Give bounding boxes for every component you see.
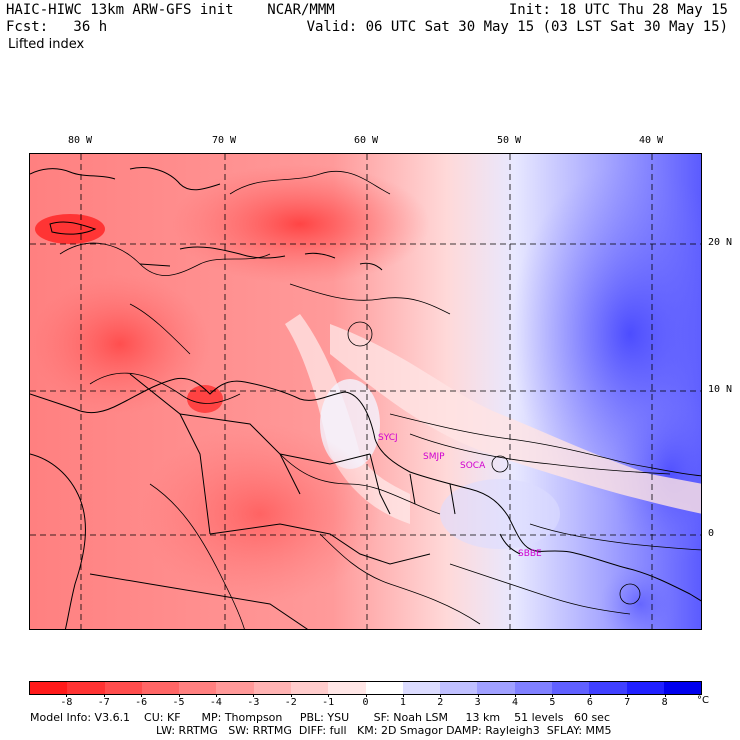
color-scale-tick	[253, 694, 255, 697]
color-scale-tick	[215, 694, 217, 697]
color-scale-cell	[67, 682, 105, 694]
color-scale-tick-label: 8	[661, 697, 668, 708]
color-scale-tick-label: -3	[247, 697, 260, 708]
map-canvas	[30, 154, 701, 629]
color-scale-cell	[626, 682, 664, 694]
unstable-region-west	[30, 274, 210, 414]
color-scale-tick	[589, 694, 591, 697]
color-scale-tick	[178, 694, 180, 697]
color-scale-tick-label: 4	[512, 697, 519, 708]
color-scale-tick-label: 5	[549, 697, 556, 708]
color-scale-cell	[514, 682, 552, 694]
lifted-index-map: SYCJ SMJP SOCA SBBE	[29, 153, 702, 630]
color-scale-unit: °C	[697, 695, 709, 706]
valid-time: Valid: 06 UTC Sat 30 May 15 (03 LST Sat …	[306, 19, 728, 35]
color-scale-tick-label: 0	[362, 697, 369, 708]
color-scale-cell	[290, 682, 329, 694]
color-scale-tick	[290, 694, 292, 697]
blue-patch-guiana	[440, 479, 560, 549]
latitude-label-equator: 0	[708, 528, 715, 539]
color-scale-labels: -8 -7 -6 -5 -4 -3 -2 -1 0 1 2 3 4 5 6 7 8	[29, 694, 702, 709]
color-scale-tick-label: -2	[284, 697, 297, 708]
color-scale-tick	[66, 694, 68, 697]
model-info-line2: LW: RRTMG SW: RRTMG DIFF: full KM: 2D Sm…	[156, 724, 612, 737]
station-label-soca: SOCA	[460, 461, 486, 471]
station-label-sbbe: SBBE	[518, 549, 542, 559]
color-scale-tick	[477, 694, 479, 697]
forecast-hour: Fcst: 36 h	[6, 19, 108, 35]
station-label-smjp: SMJP	[423, 452, 445, 462]
color-scale-cell	[104, 682, 142, 694]
color-scale-cell	[551, 682, 590, 694]
color-scale-cell	[141, 682, 180, 694]
lat-lon-grid	[30, 154, 701, 629]
longitude-label-50w: 50 W	[496, 135, 522, 146]
color-scale-tick-label: -1	[322, 697, 335, 708]
latitude-label-10n: 10 N	[708, 384, 733, 395]
color-scale-cell	[365, 682, 403, 694]
longitude-label-70w: 70 W	[211, 135, 237, 146]
color-scale-cell	[663, 682, 702, 694]
color-scale-tick-label: 1	[399, 697, 406, 708]
longitude-label-80w: 80 W	[67, 135, 93, 146]
color-scale-tick-label: 7	[624, 697, 631, 708]
color-scale-tick	[402, 694, 404, 697]
color-scale-cell	[30, 682, 68, 694]
color-scale-tick	[552, 694, 554, 697]
color-scale-tick	[141, 694, 143, 697]
color-scale-cell	[328, 682, 366, 694]
color-scale-tick-label: -5	[172, 697, 185, 708]
unstable-region-amazon	[140, 424, 380, 604]
color-scale-tick-label: -7	[97, 697, 110, 708]
unstable-core-lake	[187, 385, 223, 413]
model-info-line1: Model Info: V3.6.1 CU: KF MP: Thompson P…	[30, 711, 610, 724]
color-scale-tick	[440, 694, 442, 697]
longitude-label-60w: 60 W	[353, 135, 379, 146]
longitude-label-40w: 40 W	[638, 135, 664, 146]
unstable-region-caribbean	[170, 164, 430, 284]
color-scale-bar	[29, 681, 702, 695]
color-scale-tick-label: -8	[60, 697, 73, 708]
station-label-sycj: SYCJ	[378, 433, 398, 443]
color-scale-tick	[103, 694, 105, 697]
color-scale-cell	[477, 682, 515, 694]
coastlines	[30, 167, 701, 629]
init-time: Init: 18 UTC Thu 28 May 15	[508, 2, 728, 18]
field-name: Lifted index	[8, 37, 85, 52]
color-scale-tick	[627, 694, 629, 697]
color-scale-cell	[440, 682, 478, 694]
color-scale-tick-label: 6	[586, 697, 593, 708]
light-band	[330, 324, 701, 514]
color-scale-cell	[179, 682, 217, 694]
color-scale-tick	[664, 694, 666, 697]
color-scale-tick-label: 2	[437, 697, 444, 708]
unstable-core-jamaica	[35, 214, 105, 244]
color-scale-cell	[253, 682, 291, 694]
color-scale-tick	[515, 694, 517, 697]
color-scale-tick	[365, 694, 367, 697]
latitude-label-20n: 20 N	[708, 237, 733, 248]
stable-region-southeast	[610, 384, 701, 564]
color-scale-tick-label: -6	[135, 697, 148, 708]
color-scale-cell	[216, 682, 254, 694]
color-scale-tick	[328, 694, 330, 697]
color-scale-tick-label: 3	[474, 697, 481, 708]
color-scale-cell	[589, 682, 627, 694]
color-scale-tick-label: -4	[209, 697, 222, 708]
color-scale-cell	[402, 682, 441, 694]
model-title: HAIC-HIWC 13km ARW-GFS init NCAR/MMM	[6, 2, 335, 18]
